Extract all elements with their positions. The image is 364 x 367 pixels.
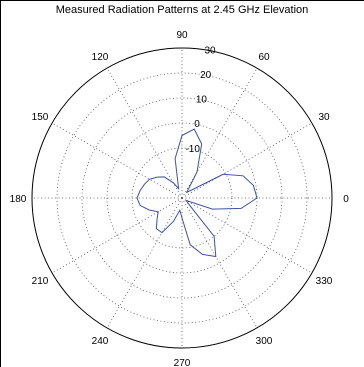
angle-tick-label: 300 [256, 336, 273, 347]
angle-tick-label: 0 [343, 194, 349, 205]
angle-tick-label: 240 [92, 336, 109, 347]
grid-spoke [181, 197, 258, 329]
radiation-pattern-series [136, 128, 258, 258]
grid-spoke [51, 122, 183, 199]
polar-grid [31, 47, 333, 349]
grid-spoke [106, 67, 183, 199]
radial-tick-label: 10 [196, 95, 208, 106]
angle-tick-label: 30 [318, 112, 330, 123]
angle-tick-label: 120 [92, 52, 109, 63]
radial-tick-label: 20 [200, 70, 212, 81]
chart-title: Measured Radiation Patterns at 2.45 GHz … [55, 4, 309, 16]
grid-ring [56, 72, 308, 324]
radial-tick-label: 30 [204, 45, 216, 56]
radial-tick-label: 0 [194, 119, 200, 130]
radial-tick-label: -10 [185, 144, 200, 155]
radial-tick-labels: -10 0 10 20 30 [185, 45, 216, 155]
grid-spoke [51, 197, 183, 274]
outer-circle [31, 47, 333, 349]
angle-tick-label: 330 [316, 276, 333, 287]
angle-tick-label: 60 [258, 52, 270, 63]
angle-tick-label: 90 [176, 30, 188, 41]
angle-tick-label: 150 [32, 112, 49, 123]
grid-spoke [181, 122, 313, 199]
grid-spoke [106, 197, 183, 329]
angle-tick-label: 180 [10, 194, 27, 205]
angle-tick-label: 210 [32, 276, 49, 287]
angle-tick-label: 270 [174, 358, 191, 367]
grid-spoke [181, 197, 313, 274]
grid-ring [81, 97, 283, 299]
